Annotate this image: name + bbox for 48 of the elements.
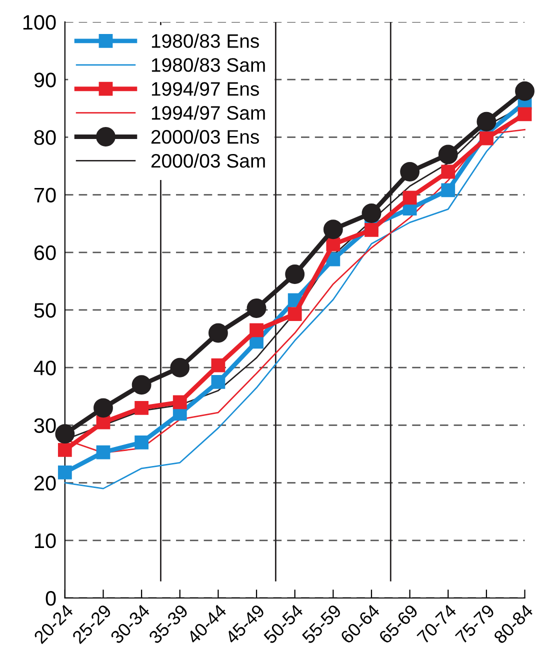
point bbox=[364, 222, 378, 237]
y-tick-label: 0 bbox=[46, 591, 56, 606]
legend-label: 2000/03 Sam bbox=[151, 153, 265, 168]
y-tick-label: 30 bbox=[34, 418, 56, 433]
point bbox=[208, 323, 228, 343]
y-tick-label: 60 bbox=[34, 245, 56, 260]
legend-label: 1980/83 Ens bbox=[152, 34, 259, 48]
y-tick-label: 50 bbox=[34, 302, 56, 318]
point bbox=[58, 443, 72, 457]
point bbox=[96, 415, 110, 430]
point bbox=[172, 395, 187, 410]
y-tick-label: 90 bbox=[34, 72, 56, 88]
point bbox=[58, 465, 72, 480]
y-tick-label: 80 bbox=[34, 130, 56, 145]
point bbox=[250, 323, 264, 338]
point bbox=[94, 398, 113, 418]
legend-label: 1980/83 Sam bbox=[152, 58, 265, 72]
point bbox=[211, 358, 226, 372]
legend-label: 1994/97 Sam bbox=[152, 106, 265, 120]
point bbox=[441, 183, 456, 198]
point bbox=[170, 358, 190, 378]
point bbox=[285, 264, 305, 284]
point bbox=[441, 164, 456, 179]
y-tick-label: 100 bbox=[23, 14, 56, 30]
y-tick-label: 40 bbox=[34, 360, 56, 376]
point bbox=[55, 424, 75, 444]
point bbox=[518, 107, 532, 122]
point bbox=[480, 131, 494, 146]
y-tick-label: 10 bbox=[35, 533, 56, 548]
y-tick-label: 20 bbox=[34, 476, 56, 491]
point bbox=[402, 190, 417, 205]
point bbox=[96, 445, 110, 460]
point bbox=[132, 375, 152, 395]
point bbox=[326, 237, 340, 252]
point bbox=[134, 436, 149, 450]
point bbox=[400, 162, 420, 182]
point bbox=[476, 112, 496, 132]
point bbox=[362, 203, 382, 223]
point bbox=[134, 400, 149, 415]
legend-label: 2000/03 Ens bbox=[151, 129, 259, 144]
point bbox=[288, 307, 302, 321]
legend-label: 1994/97 Ens bbox=[152, 82, 259, 96]
point bbox=[211, 375, 226, 389]
point bbox=[246, 298, 266, 318]
point bbox=[438, 144, 458, 164]
y-tick-label: 70 bbox=[34, 188, 56, 203]
point bbox=[515, 81, 534, 101]
point bbox=[323, 220, 343, 240]
